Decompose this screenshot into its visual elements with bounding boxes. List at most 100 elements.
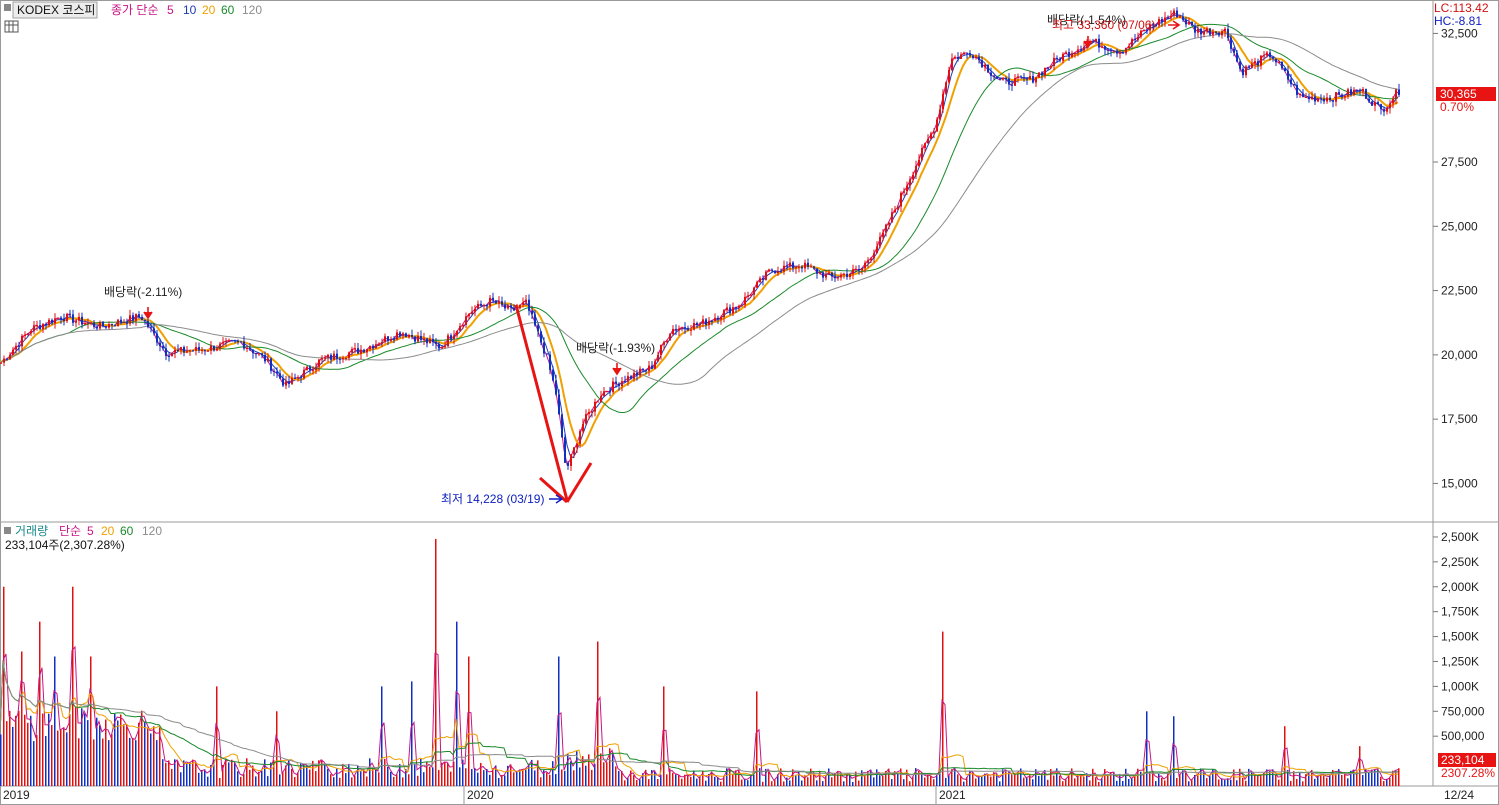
candle-body <box>402 333 404 336</box>
candle-body <box>1161 19 1163 23</box>
volume-bar <box>432 767 434 786</box>
candle-body <box>486 305 488 307</box>
pane-toggle-icon[interactable] <box>4 527 11 534</box>
candle-body <box>909 179 911 186</box>
volume-bar <box>99 725 101 786</box>
volume-tick-label: 1,250K <box>1441 654 1479 668</box>
candle-body <box>1128 46 1130 48</box>
volume-bar <box>207 776 209 786</box>
candle-body <box>381 342 383 345</box>
volume-bar <box>1155 781 1157 786</box>
volume-bar <box>792 769 794 786</box>
candle-body <box>1170 15 1172 18</box>
volume-bar <box>951 769 953 786</box>
volume-bar <box>729 768 731 786</box>
candle-body <box>759 278 761 283</box>
instrument-button[interactable] <box>12 1 98 19</box>
grid-icon[interactable] <box>4 20 19 33</box>
volume-bar <box>1305 774 1307 786</box>
volume-bar <box>1164 780 1166 786</box>
candle-body <box>765 271 767 280</box>
candle-body <box>285 381 287 386</box>
candle-body <box>84 323 86 325</box>
candle-body <box>927 138 929 144</box>
volume-bar <box>1287 769 1289 786</box>
candle-body <box>9 354 11 360</box>
candle-body <box>270 358 272 371</box>
last-price-badge <box>1436 87 1496 101</box>
candle-body <box>591 411 593 413</box>
ma-period-20: 20 <box>202 3 216 17</box>
volume-bar <box>963 781 965 786</box>
volume-bar <box>216 686 218 786</box>
candle-body <box>1251 63 1253 68</box>
dividend-label-2019: 배당락(-2.11%) <box>104 285 182 299</box>
candle-body <box>813 266 815 269</box>
volume-bar <box>180 772 182 786</box>
volume-bar <box>717 777 719 786</box>
candle-body <box>297 377 299 379</box>
volume-bar <box>1092 768 1094 786</box>
candle-body <box>1329 97 1331 101</box>
volume-bar <box>588 754 590 786</box>
candle-body <box>222 342 224 344</box>
volume-bar <box>36 735 38 786</box>
candle-body <box>1320 98 1322 100</box>
candle-body <box>939 109 941 120</box>
volume-bar <box>465 768 467 786</box>
candle-body <box>453 335 455 339</box>
candle-body <box>1185 19 1187 25</box>
candle-body <box>321 357 323 360</box>
candle-body <box>138 314 140 318</box>
candle-body <box>198 347 200 351</box>
arrow-down-icon <box>1083 36 1093 49</box>
candle-body <box>6 358 8 360</box>
candle-body <box>984 64 986 68</box>
candle-body <box>723 310 725 318</box>
x-tick-2019: 2019 <box>3 788 30 802</box>
volume-bar <box>1023 777 1025 786</box>
candle-body <box>1107 49 1109 51</box>
candle-body <box>678 328 680 331</box>
volume-bar <box>360 771 362 786</box>
candle-body <box>864 262 866 269</box>
ma-line-60 <box>0 23 1399 413</box>
candle-body <box>1092 41 1094 43</box>
candle-body <box>615 381 617 384</box>
candle-body <box>828 272 830 274</box>
volume-bar <box>1191 779 1193 786</box>
candle-body <box>441 347 443 349</box>
volume-bar <box>600 753 602 786</box>
candle-body <box>1137 36 1139 40</box>
volume-bar <box>1266 769 1268 786</box>
volume-bar <box>513 772 515 786</box>
volume-bar <box>1128 779 1130 786</box>
volume-bar <box>300 763 302 786</box>
candle-body <box>57 317 59 319</box>
candle-body <box>333 353 335 360</box>
volume-bar <box>15 715 17 786</box>
candle-body <box>1053 57 1055 67</box>
candle-body <box>957 56 959 60</box>
volume-bar <box>1188 781 1190 786</box>
candle-body <box>327 354 329 358</box>
pane-toggle-icon[interactable] <box>4 4 11 11</box>
candle-body <box>1080 49 1082 51</box>
volume-bar <box>816 780 818 786</box>
candle-body <box>633 372 635 379</box>
volume-bar <box>684 774 686 786</box>
volume-bar <box>1317 775 1319 786</box>
candle-body <box>252 349 254 354</box>
volume-bar <box>948 774 950 786</box>
volume-bar <box>675 774 677 786</box>
volume-bar <box>1296 778 1298 786</box>
volume-bar <box>66 732 68 786</box>
candle-body <box>882 232 884 237</box>
candle-body <box>456 330 458 336</box>
candle-body <box>1134 39 1136 41</box>
candle-body <box>1119 52 1121 54</box>
candle-body <box>708 320 710 325</box>
candle-body <box>375 344 377 349</box>
candle-body <box>1104 46 1106 50</box>
